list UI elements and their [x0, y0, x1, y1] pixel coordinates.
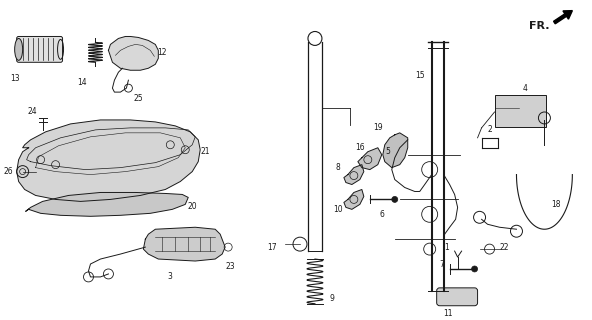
Text: 22: 22	[500, 243, 509, 252]
FancyBboxPatch shape	[437, 288, 478, 306]
Text: 21: 21	[201, 147, 210, 156]
Text: 6: 6	[379, 210, 384, 219]
Text: 9: 9	[330, 294, 334, 303]
Text: 16: 16	[355, 143, 365, 152]
Text: 15: 15	[415, 71, 424, 80]
Polygon shape	[344, 165, 364, 185]
Text: 17: 17	[267, 243, 277, 252]
Polygon shape	[383, 133, 408, 168]
Text: 18: 18	[552, 200, 561, 209]
Text: 26: 26	[4, 167, 14, 176]
Text: 1: 1	[444, 243, 449, 252]
Text: 5: 5	[385, 147, 390, 156]
Text: 24: 24	[28, 108, 37, 116]
Text: 20: 20	[188, 202, 197, 211]
Text: 19: 19	[373, 124, 382, 132]
Text: 25: 25	[134, 93, 143, 103]
Text: 2: 2	[487, 125, 492, 134]
Circle shape	[392, 196, 398, 203]
Polygon shape	[108, 36, 158, 70]
FancyArrow shape	[554, 11, 572, 24]
Text: 14: 14	[78, 78, 87, 87]
Bar	[494, 95, 546, 127]
Polygon shape	[143, 227, 225, 261]
Polygon shape	[17, 120, 200, 201]
Text: 4: 4	[523, 84, 528, 92]
Polygon shape	[25, 192, 188, 216]
Polygon shape	[358, 148, 382, 170]
Text: 3: 3	[168, 272, 173, 281]
Ellipse shape	[15, 38, 22, 60]
Text: 23: 23	[226, 262, 235, 271]
Text: 13: 13	[10, 74, 20, 83]
Text: 12: 12	[157, 48, 167, 57]
Text: 8: 8	[336, 163, 340, 172]
FancyBboxPatch shape	[17, 36, 63, 62]
Circle shape	[472, 266, 478, 272]
Text: 11: 11	[443, 309, 452, 318]
Polygon shape	[344, 189, 364, 209]
Text: FR.: FR.	[529, 20, 550, 31]
Text: 10: 10	[333, 205, 343, 214]
Text: 7: 7	[439, 260, 444, 268]
